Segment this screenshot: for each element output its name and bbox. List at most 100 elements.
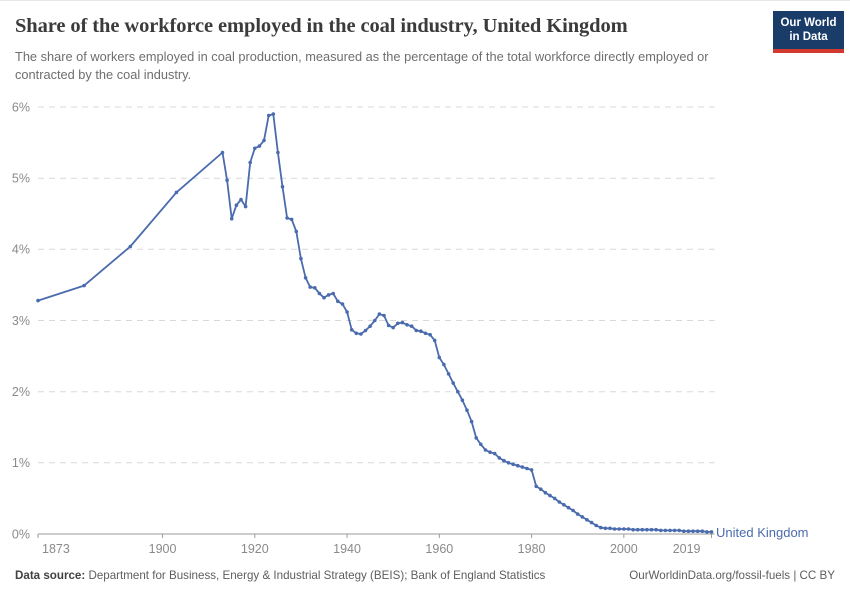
data-point[interactable] <box>280 184 285 189</box>
data-point[interactable] <box>672 528 677 533</box>
data-point[interactable] <box>396 321 400 326</box>
data-point[interactable] <box>414 328 419 333</box>
data-point[interactable] <box>266 113 271 118</box>
data-point[interactable] <box>502 458 506 463</box>
data-point[interactable] <box>174 190 179 195</box>
data-point[interactable] <box>516 463 520 468</box>
data-point[interactable] <box>492 451 497 456</box>
data-point[interactable] <box>322 295 326 300</box>
data-point[interactable] <box>234 203 239 207</box>
data-point[interactable] <box>285 216 289 220</box>
data-point[interactable] <box>257 144 262 148</box>
data-point[interactable] <box>317 291 322 296</box>
data-point[interactable] <box>622 527 626 531</box>
data-point[interactable] <box>432 338 437 343</box>
data-point[interactable] <box>612 527 617 531</box>
data-point[interactable] <box>539 487 543 492</box>
series-line[interactable] <box>37 113 713 533</box>
data-point[interactable] <box>566 505 571 510</box>
data-point[interactable] <box>386 323 391 328</box>
data-point[interactable] <box>709 530 714 534</box>
data-point[interactable] <box>562 503 566 507</box>
data-point[interactable] <box>557 500 562 504</box>
data-point[interactable] <box>511 462 515 467</box>
data-point[interactable] <box>659 528 663 533</box>
data-point[interactable] <box>635 527 640 532</box>
data-point[interactable] <box>479 442 483 447</box>
data-point[interactable] <box>253 146 257 151</box>
data-point[interactable] <box>220 150 225 155</box>
data-point[interactable] <box>326 293 331 297</box>
data-point[interactable] <box>239 197 243 202</box>
data-point[interactable] <box>686 529 691 533</box>
data-point[interactable] <box>700 529 705 533</box>
data-point[interactable] <box>649 527 654 532</box>
data-point[interactable] <box>437 355 442 360</box>
data-point[interactable] <box>682 529 686 533</box>
data-point[interactable] <box>373 318 377 323</box>
data-point[interactable] <box>294 229 299 234</box>
series-label-united-kingdom[interactable]: United Kingdom <box>716 525 809 540</box>
data-point[interactable] <box>405 323 409 327</box>
data-point[interactable] <box>349 328 354 332</box>
data-point[interactable] <box>419 329 423 334</box>
data-point[interactable] <box>552 496 557 501</box>
data-point[interactable] <box>469 419 474 424</box>
data-point[interactable] <box>603 526 608 531</box>
data-point[interactable] <box>645 527 649 532</box>
data-point[interactable] <box>580 515 585 519</box>
data-point[interactable] <box>599 525 603 530</box>
data-point[interactable] <box>428 332 432 337</box>
data-point[interactable] <box>423 331 428 336</box>
data-point[interactable] <box>336 299 340 304</box>
data-point[interactable] <box>262 138 266 143</box>
data-point[interactable] <box>626 527 631 531</box>
data-point[interactable] <box>409 324 414 329</box>
data-point[interactable] <box>359 332 363 336</box>
data-point[interactable] <box>631 527 635 532</box>
data-point[interactable] <box>529 468 534 472</box>
data-point[interactable] <box>571 508 575 513</box>
data-point[interactable] <box>248 160 252 165</box>
data-point[interactable] <box>36 298 40 303</box>
data-point[interactable] <box>617 527 621 531</box>
data-point[interactable] <box>299 256 303 261</box>
data-point[interactable] <box>534 484 538 489</box>
data-point[interactable] <box>520 465 525 469</box>
owid-logo[interactable]: Our World in Data <box>773 11 844 53</box>
data-point[interactable] <box>677 528 681 533</box>
data-point[interactable] <box>594 523 598 528</box>
data-point[interactable] <box>308 285 313 289</box>
data-point[interactable] <box>497 456 502 460</box>
data-point[interactable] <box>668 528 672 533</box>
data-point[interactable] <box>313 286 317 290</box>
data-point[interactable] <box>243 204 248 209</box>
data-point[interactable] <box>543 490 548 495</box>
data-point[interactable] <box>271 112 276 116</box>
data-point[interactable] <box>585 518 589 522</box>
data-point[interactable] <box>654 527 658 532</box>
data-point[interactable] <box>705 530 709 534</box>
data-point[interactable] <box>608 526 612 531</box>
data-point[interactable] <box>391 325 396 330</box>
data-point[interactable] <box>354 331 359 336</box>
data-point[interactable] <box>488 450 492 455</box>
data-point[interactable] <box>451 381 456 385</box>
data-point[interactable] <box>442 362 446 367</box>
data-point[interactable] <box>575 512 580 516</box>
data-point[interactable] <box>363 328 368 333</box>
data-point[interactable] <box>465 408 469 413</box>
data-point[interactable] <box>589 520 594 525</box>
data-point[interactable] <box>483 448 488 452</box>
data-point[interactable] <box>382 313 386 318</box>
data-point[interactable] <box>691 529 695 533</box>
data-point[interactable] <box>663 528 668 533</box>
data-point[interactable] <box>82 283 86 288</box>
data-point[interactable] <box>340 302 345 306</box>
data-point[interactable] <box>377 312 382 316</box>
data-point[interactable] <box>289 217 294 222</box>
footer-link[interactable]: OurWorldinData.org/fossil-fuels | CC BY <box>629 569 835 582</box>
data-point[interactable] <box>368 324 372 329</box>
data-point[interactable] <box>225 178 229 183</box>
